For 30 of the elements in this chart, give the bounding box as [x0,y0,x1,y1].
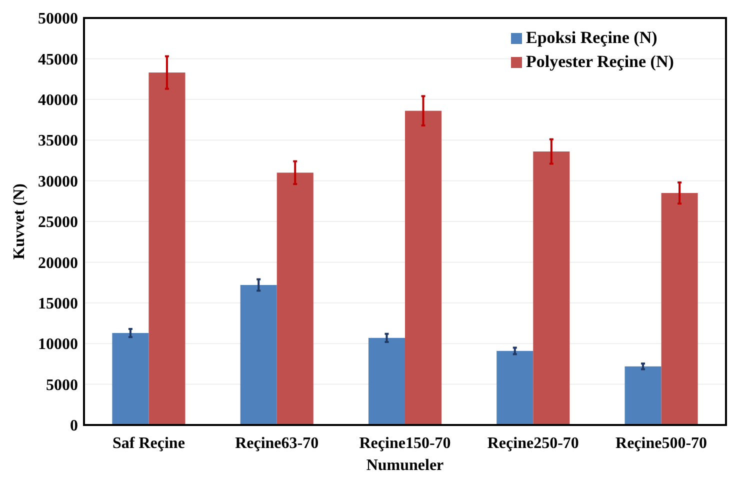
x-tick-label: Reçine63-70 [235,435,319,452]
bar [240,284,277,425]
y-axis-title: Kuvvet (N) [11,184,28,260]
y-tick-label: 50000 [38,10,78,28]
bar [148,72,186,425]
bar [496,350,534,425]
bar [368,338,405,425]
x-tick-label: Reçine500-70 [616,435,708,452]
bar [112,333,149,425]
bar [661,193,698,425]
bar [276,172,314,425]
y-tick-label: 20000 [38,254,78,272]
x-tick-label: Reçine250-70 [487,435,579,452]
x-tick-label: Reçine150-70 [359,435,451,452]
y-tick-label: 15000 [38,296,78,312]
x-axis-title: Numuneler [366,457,444,474]
y-tick-label: 30000 [38,173,78,190]
y-tick-label: 10000 [38,336,78,354]
x-tick-label: Saf Reçine [112,435,185,452]
bar [405,110,442,425]
y-tick-label: 0 [70,418,78,435]
y-tick-label: 45000 [38,51,78,68]
bar [533,151,570,425]
y-tick-label: 40000 [38,92,78,109]
y-tick-label: 25000 [38,214,78,232]
y-tick-label: 35000 [38,132,78,150]
legend-label: Epoksi Reçine (N) [526,28,658,47]
bar [624,366,662,425]
y-tick-label: 5000 [46,376,78,394]
legend-label: Polyester Reçine (N) [526,52,674,71]
